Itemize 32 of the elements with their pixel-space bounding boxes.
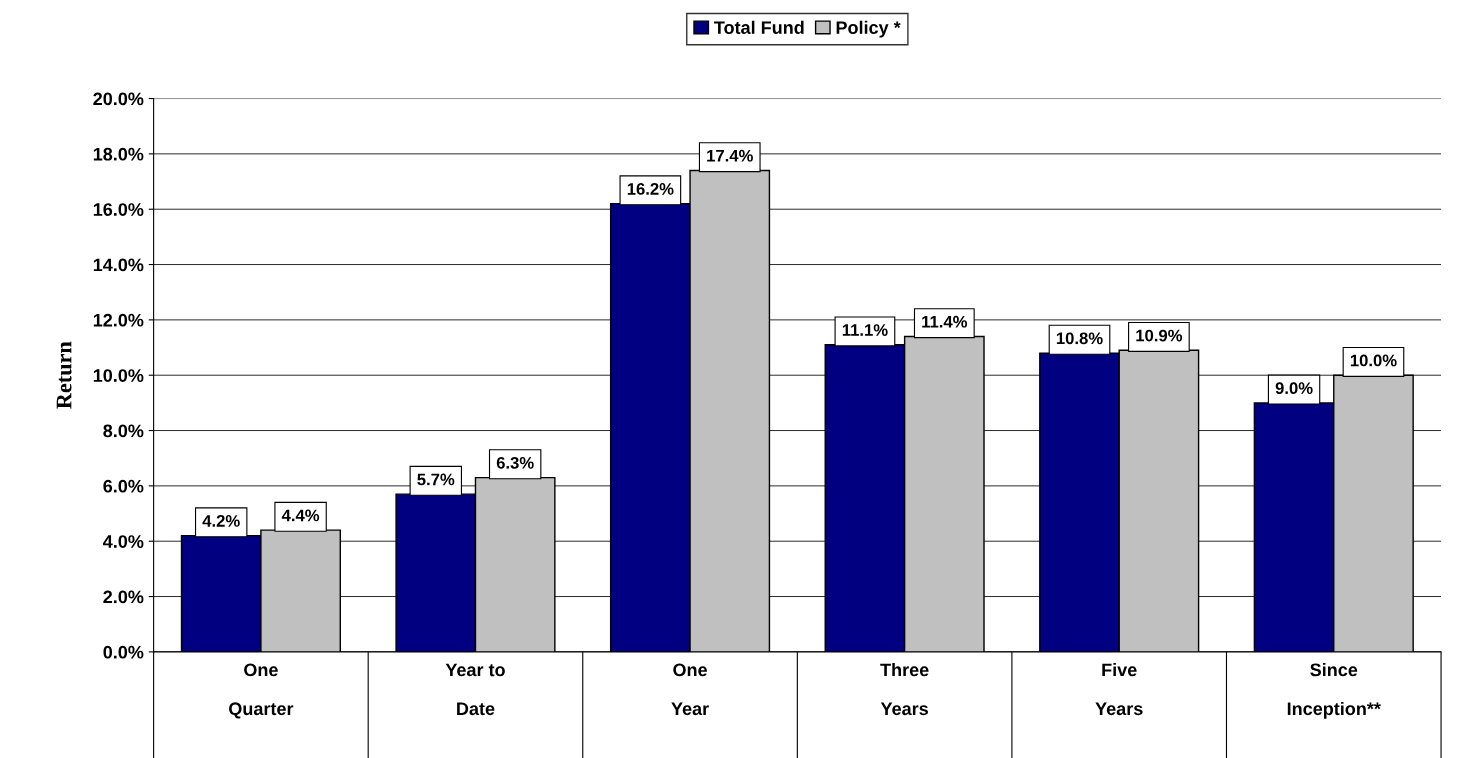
y-tick-label: 10.0% [93, 369, 144, 382]
y-tick-label: 14.0% [93, 258, 144, 272]
category-label: Year to Date [445, 663, 505, 716]
y-tick-label: 0.0% [103, 645, 144, 659]
data-label: 11.4% [922, 315, 968, 328]
data-label: 4.4% [281, 509, 320, 522]
legend-label: Total Fund [714, 20, 804, 34]
data-label: 16.2% [627, 183, 674, 195]
data-label: 10.8% [1056, 332, 1103, 345]
category-label: Three Years [880, 662, 929, 716]
y-tick-label: 18.0% [93, 147, 144, 161]
category-label: Since Inception** [1287, 662, 1381, 719]
data-label: 6.3% [496, 456, 534, 469]
data-label: 17.4% [707, 149, 753, 162]
y-tick-label: 8.0% [103, 424, 144, 438]
data-label: 11.1% [842, 324, 888, 336]
y-axis-title: Return [56, 341, 72, 409]
y-tick-label: 20.0% [93, 92, 144, 106]
y-tick-label: 12.0% [93, 313, 144, 327]
legend-label: Policy * [836, 20, 901, 38]
data-label: 10.0% [1350, 354, 1397, 367]
category-label: One Quarter [229, 663, 294, 719]
y-tick-label: 6.0% [103, 479, 144, 493]
data-label: 9.0% [1275, 382, 1313, 395]
y-tick-label: 2.0% [103, 590, 144, 604]
y-tick-label: 4.0% [103, 535, 144, 548]
data-label: 5.7% [417, 473, 455, 486]
category-label: One Year [671, 663, 709, 716]
y-tick-label: 16.0% [93, 203, 144, 216]
data-label: 4.2% [202, 515, 240, 527]
data-label: 10.9% [1136, 329, 1183, 342]
category-label: Five Years [1095, 662, 1143, 716]
